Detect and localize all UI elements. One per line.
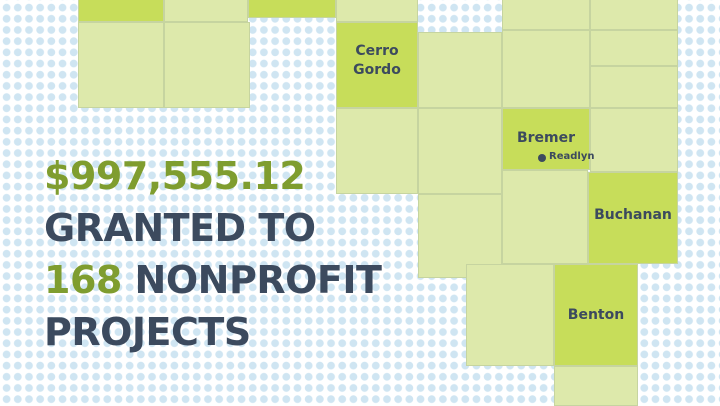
county-tile (590, 30, 678, 66)
county-label-buchanan: Buchanan (594, 207, 672, 223)
county-tile (164, 0, 248, 22)
county-buchanan (588, 172, 678, 264)
town-dot-readlyn (538, 154, 546, 162)
county-tile (466, 264, 554, 366)
headline-line-granted: GRANTED TO (44, 206, 316, 250)
county-tile (418, 194, 502, 278)
county-tile (590, 0, 678, 30)
county-tile (590, 66, 678, 108)
county-label-bremer: Bremer (516, 130, 576, 146)
headline: $997,555.12 GRANTED TO 168 NONPROFIT PRO… (44, 150, 382, 358)
county-tile-highlight (78, 0, 164, 22)
county-tile (336, 108, 418, 194)
county-tile (418, 108, 502, 194)
town-label-readlyn: Readlyn (549, 151, 595, 162)
county-bremer (502, 108, 590, 170)
county-tile (336, 0, 418, 22)
headline-nonprofit-text: NONPROFIT (121, 258, 382, 302)
county-cerro-gordo (336, 22, 418, 108)
grant-amount: $997,555.12 (44, 154, 306, 198)
county-tile-highlight (248, 0, 336, 18)
county-tile (590, 108, 678, 172)
county-label-benton: Benton (567, 307, 625, 323)
county-tile (502, 0, 590, 30)
county-tile (554, 366, 638, 406)
headline-line-projects: PROJECTS (44, 310, 251, 354)
headline-line-nonprofit: 168 NONPROFIT (44, 254, 382, 306)
county-tile (502, 170, 588, 264)
county-tile (502, 30, 590, 108)
county-tile (418, 32, 502, 108)
project-count: 168 (44, 258, 122, 302)
county-tile (78, 22, 164, 108)
county-label-cerro-gordo: Cerro Gordo (353, 43, 401, 78)
county-tile (164, 22, 250, 108)
county-benton (554, 264, 638, 366)
